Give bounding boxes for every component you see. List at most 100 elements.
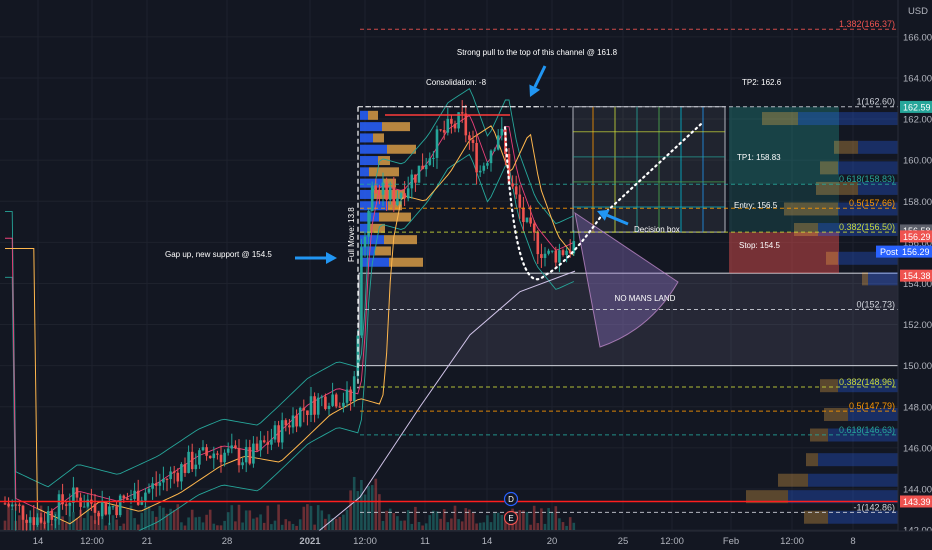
earnings-marker[interactable] <box>503 510 519 526</box>
candle-body <box>288 425 291 428</box>
currency-label: USD <box>908 6 928 17</box>
volume-profile-row <box>828 510 898 524</box>
candle-body <box>10 504 14 507</box>
time-tick-label: 21 <box>142 536 153 547</box>
candle-body <box>169 471 172 480</box>
candle-body <box>280 420 284 443</box>
candle-body <box>367 210 370 237</box>
volume-profile-row <box>360 178 383 188</box>
price-tag <box>900 230 932 243</box>
volume-bar <box>428 515 432 530</box>
volume-bar <box>82 518 86 530</box>
fib-label: 1.382(166.37) <box>839 19 895 29</box>
candle-body <box>244 447 248 463</box>
tp2-label: TP2: 162.6 <box>742 78 782 87</box>
candle-body <box>25 519 28 523</box>
candle-body <box>108 506 111 515</box>
volume-profile-row <box>868 272 898 286</box>
candle-body <box>327 405 331 409</box>
volume-bar <box>424 523 428 530</box>
candle-body <box>536 232 540 255</box>
volume-bar <box>442 509 446 530</box>
candle-body <box>522 207 525 223</box>
volume-bar <box>478 522 482 530</box>
volume-bar <box>550 512 554 530</box>
volume-profile-row <box>838 161 898 175</box>
candle-body <box>176 472 180 482</box>
grid <box>0 0 898 531</box>
price-tick-label: 150.00 <box>903 361 932 372</box>
volume-bar <box>111 515 115 530</box>
candle-body <box>216 453 219 455</box>
candle-body <box>248 447 252 464</box>
volume-profile-row <box>858 140 898 154</box>
volume-bar <box>244 510 248 530</box>
candle-body <box>36 517 39 525</box>
volume-bar <box>496 512 500 530</box>
dividend-marker[interactable] <box>503 491 519 507</box>
volume-bar <box>158 505 162 530</box>
volume-bar <box>532 505 536 530</box>
volume-profile-row <box>862 272 868 286</box>
candle-body <box>421 165 424 170</box>
candle-body <box>205 447 208 456</box>
volume-bar <box>306 504 309 530</box>
volume-bar <box>536 523 540 530</box>
time-tick-label: 8 <box>850 536 855 547</box>
volume-bar <box>507 523 511 530</box>
volume-profile-row <box>360 122 382 132</box>
volume-profile-row <box>369 167 399 177</box>
volume-bar <box>230 505 234 530</box>
candle-body <box>234 445 237 449</box>
volume-bar <box>316 505 320 530</box>
volume-bar <box>439 518 442 530</box>
price-tag-label: 156.29 <box>903 232 931 242</box>
candle-body <box>507 153 511 184</box>
candle-body <box>504 128 507 154</box>
volume-profile-row <box>838 379 898 393</box>
volume-bar <box>378 494 381 530</box>
volume-bar <box>205 514 208 530</box>
candle-body <box>230 445 234 449</box>
fib-label: 0.382(148.96) <box>839 377 895 387</box>
volume-bar <box>396 516 399 530</box>
post-tag[interactable] <box>876 245 932 258</box>
volume-bar <box>493 513 496 530</box>
channel-arrow-head <box>529 84 541 97</box>
volume-bar <box>356 491 360 530</box>
volume-bar <box>288 521 291 530</box>
candle-body <box>568 250 572 254</box>
candle-body <box>277 425 280 443</box>
candle-body <box>435 129 439 158</box>
volume-profile-row <box>360 235 384 245</box>
volume-bar <box>298 519 302 530</box>
candle-body <box>259 440 262 451</box>
volume-bar <box>79 509 82 530</box>
volume-profile-row <box>388 201 402 211</box>
candle-body <box>237 448 241 466</box>
volume-profile-row <box>858 181 898 195</box>
candle-body <box>198 450 201 465</box>
candle-body <box>500 128 504 136</box>
candle-body <box>396 198 399 205</box>
volume-bar <box>446 522 450 530</box>
time-tick-label: 11 <box>420 536 430 547</box>
volume-bar <box>280 524 284 530</box>
candle-body <box>133 490 136 499</box>
volume-profile-row <box>818 223 898 237</box>
full-move-label: Full Move: 13.8 <box>347 207 356 262</box>
price-tag <box>900 269 932 282</box>
candle-body <box>61 494 64 505</box>
price-tick-label: 160.00 <box>903 156 932 167</box>
volume-bar <box>338 516 342 530</box>
volume-bar <box>309 505 313 530</box>
volume-bar <box>363 494 367 530</box>
candle-body <box>352 376 356 402</box>
candle-body <box>349 389 352 402</box>
candle-body <box>241 462 244 466</box>
candle-body <box>7 503 10 507</box>
volume-bar <box>518 510 522 530</box>
volume-bar <box>568 517 572 530</box>
